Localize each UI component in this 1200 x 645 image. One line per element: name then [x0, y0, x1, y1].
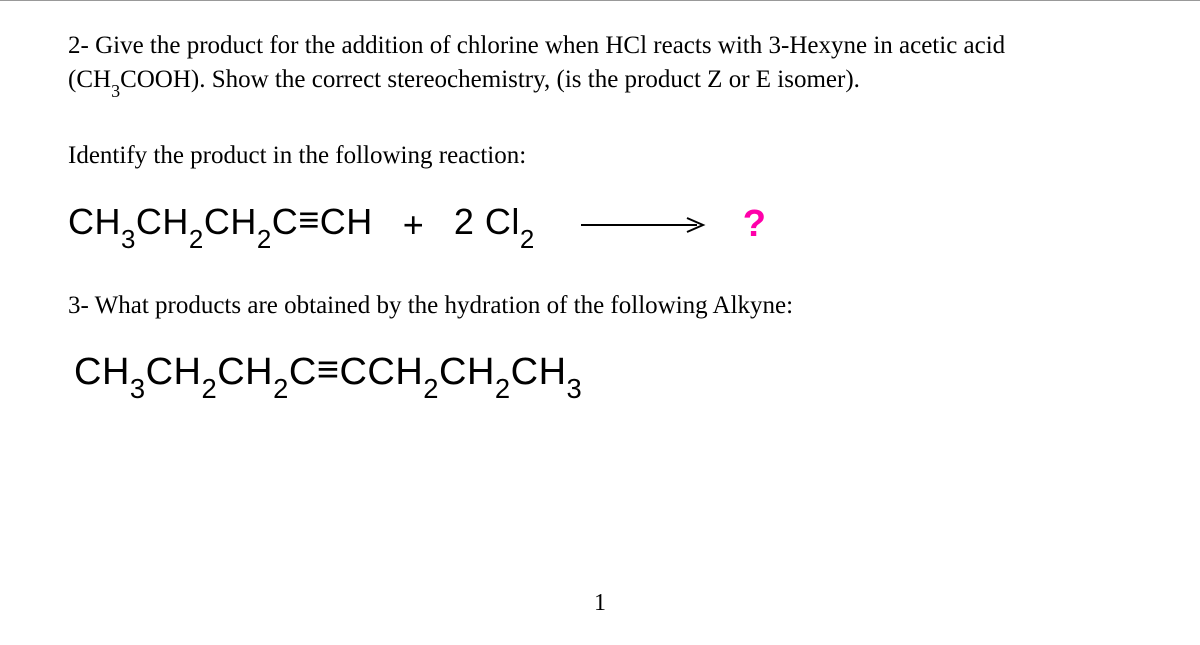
- a-p2: CH: [146, 351, 202, 393]
- reagent-2: 2 Cl2: [454, 201, 535, 249]
- a-s5: 2: [423, 373, 439, 404]
- r1-ch2: CH: [136, 201, 189, 242]
- r2-sub: 2: [520, 226, 535, 254]
- question-3-text: 3- What products are obtained by the hyd…: [68, 289, 1132, 323]
- question-2-text: 2- Give the product for the addition of …: [68, 29, 1132, 99]
- page-number: 1: [0, 590, 1200, 617]
- r1-ch1: CH: [68, 201, 121, 242]
- product-placeholder: ?: [743, 203, 766, 246]
- triple-bond-icon: ≡: [298, 199, 320, 241]
- q2-sub1: 3: [111, 81, 120, 101]
- q2-part-b: COOH). Show the correct stereochemistry,…: [120, 66, 860, 93]
- r1-c: C: [272, 201, 299, 242]
- reaction-arrow-icon: [579, 215, 709, 235]
- a-s6: 2: [495, 373, 511, 404]
- a-p4: C: [289, 351, 317, 393]
- a-p5: CCH: [339, 351, 423, 393]
- a-p1: CH: [74, 351, 130, 393]
- document-body: 2- Give the product for the addition of …: [0, 0, 1200, 399]
- r1-s2: 2: [189, 226, 204, 254]
- a-s1: 3: [130, 373, 146, 404]
- a-s2: 2: [202, 373, 218, 404]
- plus-sign: +: [403, 204, 424, 246]
- alkyne-formula: CH3CH2CH2C≡CCH2CH2CH3: [74, 351, 1132, 400]
- r2-coef: 2 Cl: [454, 201, 520, 242]
- r1-ch4: CH: [320, 201, 373, 242]
- identify-text: Identify the product in the following re…: [68, 139, 1132, 173]
- r1-s3: 2: [257, 226, 272, 254]
- reagent-1: CH3CH2CH2C≡CH: [68, 201, 373, 249]
- a-p7: CH: [511, 351, 567, 393]
- a-p6: CH: [439, 351, 495, 393]
- a-s3: 2: [273, 373, 289, 404]
- r1-s1: 3: [121, 226, 136, 254]
- r1-ch3: CH: [204, 201, 257, 242]
- reaction-equation: CH3CH2CH2C≡CH + 2 Cl2 ?: [68, 201, 1132, 249]
- a-s7: 3: [567, 373, 583, 404]
- triple-bond-icon: ≡: [317, 349, 340, 392]
- a-p3: CH: [217, 351, 273, 393]
